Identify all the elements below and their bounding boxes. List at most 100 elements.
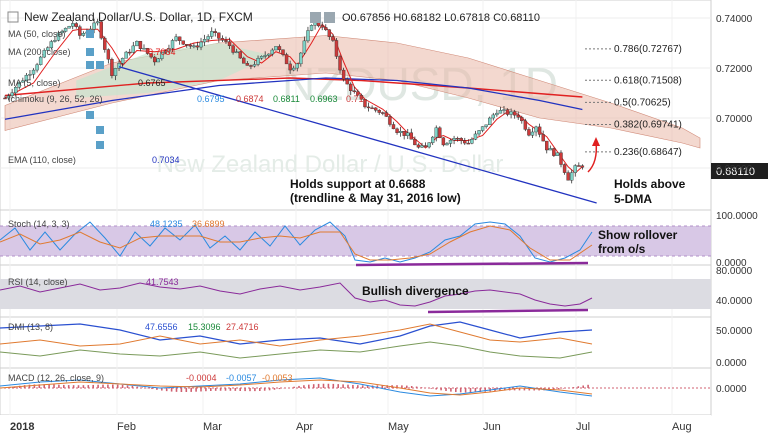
candle-body [195,45,200,48]
adx-line [0,341,593,359]
candle-body [313,22,317,26]
candle-body [320,25,324,28]
candle-body [92,22,96,30]
candle-body [352,90,356,93]
macd-axis-zero: 0.0000 [716,384,747,395]
fibonacci-levels: 0.786(0.72767) 0.618(0.71508) 0.5(0.70625)… [585,44,682,158]
candle-body [71,23,75,27]
candle-body [534,126,538,133]
visibility-icon[interactable] [96,141,104,149]
time-axis [0,415,711,435]
candle-body [242,57,246,64]
candle-body [345,78,349,85]
candle-body [120,57,125,64]
dmi-minus-value: 15.3096 [188,322,221,332]
candle-body [110,58,114,76]
candle-body [181,40,185,45]
candle-body [291,67,296,71]
rsi-value: 41.7543 [146,277,179,287]
candle-body [459,138,463,141]
macd-label[interactable]: MACD (12, 26, close, 9) [8,373,104,383]
candle-body [270,49,275,55]
ichimoku-label[interactable]: Ichimoku (9, 26, 52, 26) [8,94,103,104]
macd-hist-value: -0.0004 [186,373,217,383]
ma50-label[interactable]: MA (50, close) [8,29,66,39]
ma200-line [4,77,583,98]
candle-body [288,63,292,71]
candle-body [10,92,14,96]
candle-body [395,128,399,133]
candle-body [156,58,160,63]
candle-body [106,49,111,60]
current-price-value: 0.68110 [716,166,755,178]
fib-level-label: 0.5(0.70625) [614,97,671,108]
ohlc-values: O0.67856 H0.68182 L0.67818 C0.68110 [342,12,540,24]
candle-body [520,117,524,122]
price-axis[interactable]: 0.74000 0.72000 0.70000 0.68000 [716,14,753,175]
candle-body [473,133,478,140]
rsi-label[interactable]: RSI (14, close) [8,277,68,287]
candle-body [573,165,577,173]
candle-body [299,52,303,65]
candle-body [577,165,581,167]
candle-body [555,152,560,156]
visibility-icon[interactable] [86,30,94,38]
ichimoku-cloud-bullish-area [76,43,273,98]
visibility-icon[interactable] [96,126,104,134]
time-axis-labels[interactable]: 2018 Feb Mar Apr May Jun Jul Aug [10,421,692,433]
settings-icon[interactable] [96,61,104,69]
dma-note-line1: Holds above [614,177,686,191]
x-tick-label: Aug [672,421,692,433]
rsi-divergence-marker [427,308,589,314]
candle-body [210,31,214,37]
candle-body [548,148,553,151]
candle-body [170,40,175,49]
dma-note-line2: 5-DMA [614,192,652,206]
ichimoku-cloud [4,35,701,149]
candle-body [427,142,431,148]
signal-value: -0.0053 [262,373,293,383]
annotations: Holds support at 0.6688 (trendline & May… [290,137,686,206]
candle-body [131,45,136,53]
dmi-panel [0,316,712,369]
candle-body [49,41,54,48]
candle-body [569,172,574,181]
header-settings-icons[interactable] [310,12,335,23]
candle-body [135,40,139,47]
candle-body [545,140,549,151]
candle-body [537,126,542,135]
visibility-icon[interactable] [86,48,94,56]
candle-body [192,45,196,47]
candle-body [381,112,385,114]
fib-level-label: 0.382(0.69741) [614,119,682,130]
dmi-label[interactable]: DMI (13, 8) [8,322,53,332]
stoch-note-line1: Show rollover [598,228,678,242]
candle-body [224,39,228,42]
settings-icon[interactable] [324,12,335,23]
macd-indicator: MACD (12, 26, close, 9) -0.0004 -0.0057 … [0,373,747,397]
collapse-icon[interactable] [7,11,19,23]
support-trendline [118,66,597,204]
candle-body [580,165,585,168]
stoch-label[interactable]: Stoch (14, 3, 3) [8,219,70,229]
eye-icon[interactable] [310,12,321,23]
ema110-label[interactable]: EMA (110, close) [8,155,76,165]
ma5-label[interactable]: MA (5, close) [8,78,61,88]
legend-control-icons[interactable] [86,30,104,149]
macd-value: -0.0057 [226,373,257,383]
candle-body [445,143,449,146]
y-tick-label: 0.74000 [716,14,753,25]
visibility-icon[interactable] [86,111,94,119]
fib-level-label: 0.786(0.72767) [614,44,682,55]
visibility-icon[interactable] [86,61,94,69]
candle-body [470,139,474,144]
arrow-head-icon [592,137,600,146]
candle-body [484,124,488,127]
candle-body [277,46,282,50]
ma200-label[interactable]: MA (200, close) [8,47,71,57]
ema110-value: 0.7034 [152,155,180,165]
candle-body [281,49,285,55]
candle-body [220,38,225,41]
